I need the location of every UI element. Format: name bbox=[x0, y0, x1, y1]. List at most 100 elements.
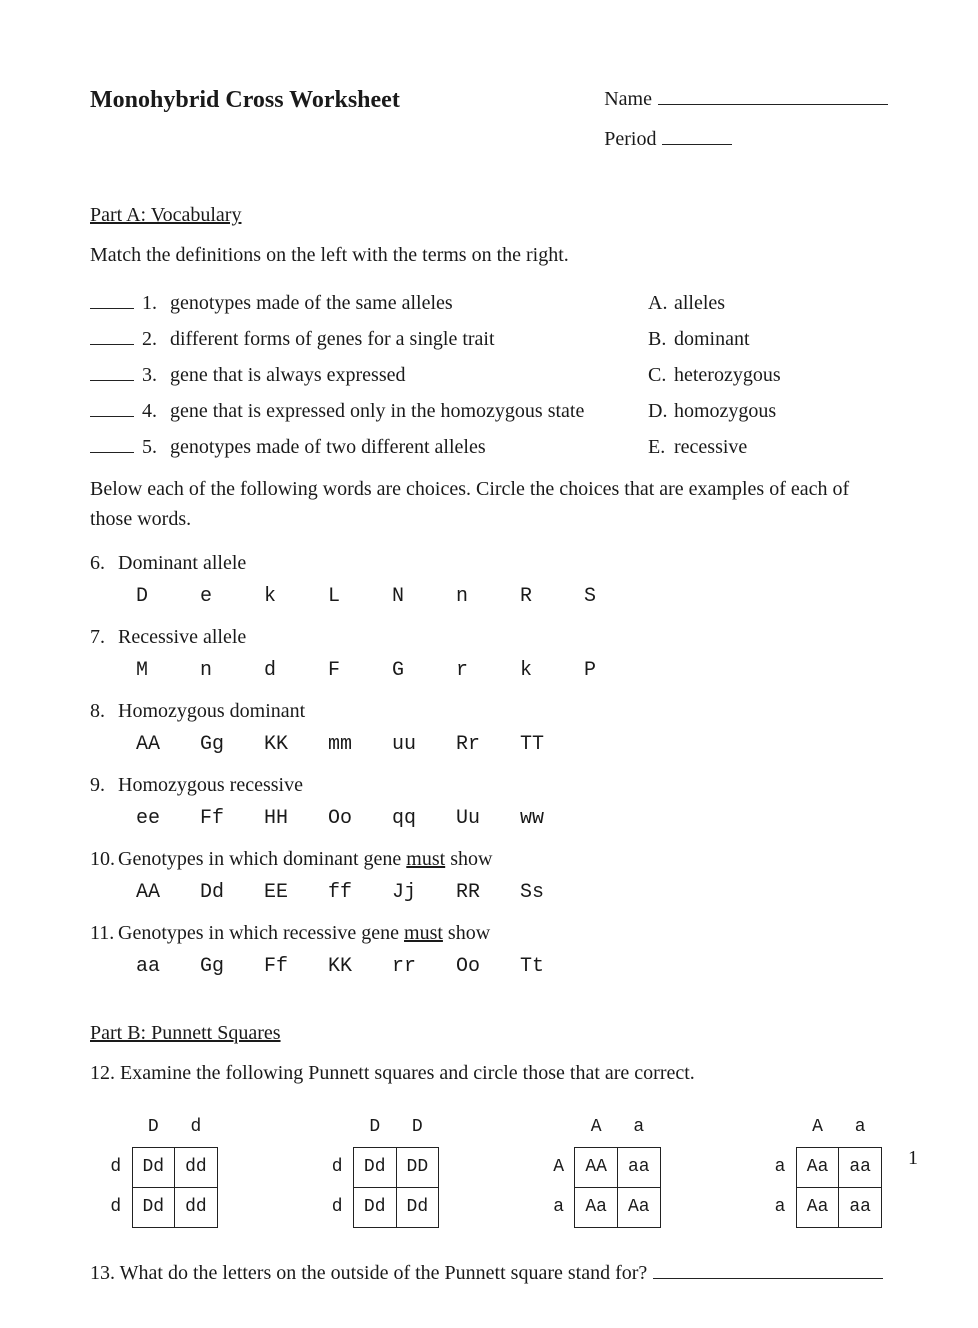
definition-number: 4. bbox=[142, 396, 160, 426]
term-letter: C. bbox=[648, 360, 674, 390]
choice-option[interactable]: n bbox=[456, 582, 482, 612]
punnett-side-allele: a bbox=[760, 1188, 796, 1228]
choice-option[interactable]: M bbox=[136, 656, 162, 686]
definition-number: 2. bbox=[142, 324, 160, 354]
punnett-cell: DD bbox=[396, 1148, 439, 1188]
choices-row: De k L Nn R S bbox=[136, 582, 888, 612]
term-text: alleles bbox=[674, 292, 725, 314]
definition-row: 4. gene that is expressed only in the hom… bbox=[90, 396, 648, 426]
punnett-side-allele: a bbox=[539, 1188, 575, 1228]
period-blank[interactable] bbox=[662, 144, 732, 145]
choice-option[interactable]: k bbox=[264, 582, 290, 612]
choice-option[interactable]: P bbox=[584, 656, 610, 686]
choice-option[interactable]: uu bbox=[392, 730, 418, 760]
punnett-cell: Dd bbox=[132, 1188, 175, 1228]
choice-option[interactable]: Oo bbox=[328, 804, 354, 834]
punnett-square[interactable]: DddDddddDddd bbox=[96, 1108, 218, 1228]
choice-option[interactable]: EE bbox=[264, 878, 290, 908]
question-text: Dominant allele bbox=[118, 552, 246, 574]
punnett-top-allele: d bbox=[175, 1108, 218, 1148]
choice-option[interactable]: N bbox=[392, 582, 418, 612]
choice-option[interactable]: ee bbox=[136, 804, 162, 834]
definition-answer-blank[interactable] bbox=[90, 380, 134, 381]
question-line: 8.Homozygous dominant bbox=[90, 696, 888, 726]
choice-option[interactable]: TT bbox=[520, 730, 546, 760]
choice-option[interactable]: aa bbox=[136, 952, 162, 982]
choice-option[interactable]: rr bbox=[392, 952, 418, 982]
part-a-title: Part A: Vocabulary bbox=[90, 200, 888, 230]
choice-option[interactable]: Uu bbox=[456, 804, 482, 834]
choice-option[interactable]: ww bbox=[520, 804, 546, 834]
term-row: B.dominant bbox=[648, 324, 888, 354]
choice-option[interactable]: r bbox=[456, 656, 482, 686]
term-text: homozygous bbox=[674, 400, 776, 422]
terms-list: A.allelesB.dominantC.heterozygousD.homoz… bbox=[648, 282, 888, 468]
choice-option[interactable]: S bbox=[584, 582, 610, 612]
term-row: D.homozygous bbox=[648, 396, 888, 426]
choices-row: AA Dd EE ff Jj RR Ss bbox=[136, 878, 888, 908]
punnett-square[interactable]: AaAAAaaaAaAa bbox=[539, 1108, 661, 1228]
punnett-square[interactable]: DDdDdDDdDdDd bbox=[317, 1108, 439, 1228]
term-text: dominant bbox=[674, 328, 750, 350]
term-letter: A. bbox=[648, 288, 674, 318]
term-row: E.recessive bbox=[648, 432, 888, 462]
term-text: recessive bbox=[674, 436, 747, 458]
q13-blank[interactable] bbox=[653, 1278, 883, 1279]
choice-option[interactable]: d bbox=[264, 656, 290, 686]
choice-option[interactable]: Rr bbox=[456, 730, 482, 760]
choice-option[interactable]: n bbox=[200, 656, 226, 686]
term-text: heterozygous bbox=[674, 364, 781, 386]
definition-row: 2.different forms of genes for a single … bbox=[90, 324, 648, 354]
choice-option[interactable]: RR bbox=[456, 878, 482, 908]
punnett-side-allele: d bbox=[317, 1188, 353, 1228]
choice-option[interactable]: AA bbox=[136, 878, 162, 908]
choice-option[interactable]: Gg bbox=[200, 730, 226, 760]
definition-answer-blank[interactable] bbox=[90, 416, 134, 417]
punnett-cell: aa bbox=[617, 1148, 660, 1188]
punnett-top-allele: D bbox=[132, 1108, 175, 1148]
choice-option[interactable]: HH bbox=[264, 804, 290, 834]
choice-option[interactable]: F bbox=[328, 656, 354, 686]
choice-option[interactable]: KK bbox=[328, 952, 354, 982]
choice-option[interactable]: AA bbox=[136, 730, 162, 760]
punnett-cell: AA bbox=[575, 1148, 618, 1188]
punnett-side-allele: d bbox=[96, 1148, 132, 1188]
choice-option[interactable]: R bbox=[520, 582, 546, 612]
worksheet-title: Monohybrid Cross Worksheet bbox=[90, 82, 400, 118]
choice-option[interactable]: Ff bbox=[264, 952, 290, 982]
choice-option[interactable]: G bbox=[392, 656, 418, 686]
punnett-side-allele: d bbox=[96, 1188, 132, 1228]
question-text: Recessive allele bbox=[118, 626, 246, 648]
definition-text: gene that is expressed only in the homoz… bbox=[170, 396, 584, 426]
choice-option[interactable]: Gg bbox=[200, 952, 226, 982]
definition-answer-blank[interactable] bbox=[90, 344, 134, 345]
choice-option[interactable]: k bbox=[520, 656, 546, 686]
punnett-side-allele: A bbox=[539, 1148, 575, 1188]
choice-option[interactable]: mm bbox=[328, 730, 354, 760]
choice-option[interactable]: Oo bbox=[456, 952, 482, 982]
choice-option[interactable]: e bbox=[200, 582, 226, 612]
choice-option[interactable]: qq bbox=[392, 804, 418, 834]
definition-answer-blank[interactable] bbox=[90, 308, 134, 309]
choice-option[interactable]: D bbox=[136, 582, 162, 612]
term-row: C.heterozygous bbox=[648, 360, 888, 390]
choice-option[interactable]: L bbox=[328, 582, 354, 612]
choice-option[interactable]: ff bbox=[328, 878, 354, 908]
choice-option[interactable]: Ff bbox=[200, 804, 226, 834]
choice-option[interactable]: Jj bbox=[392, 878, 418, 908]
definition-row: 1.genotypes made of the same alleles bbox=[90, 288, 648, 318]
choice-option[interactable]: Tt bbox=[520, 952, 546, 982]
part-b-title: Part B: Punnett Squares bbox=[90, 1018, 888, 1048]
definition-answer-blank[interactable] bbox=[90, 452, 134, 453]
question-number: 11. bbox=[90, 918, 118, 948]
name-blank[interactable] bbox=[658, 104, 888, 105]
question-number: 6. bbox=[90, 548, 118, 578]
punnett-top-allele: a bbox=[839, 1108, 882, 1148]
punnett-cell: Aa bbox=[617, 1188, 660, 1228]
choice-option[interactable]: Ss bbox=[520, 878, 546, 908]
punnett-cell: dd bbox=[175, 1188, 218, 1228]
term-letter: B. bbox=[648, 324, 674, 354]
choice-option[interactable]: KK bbox=[264, 730, 290, 760]
punnett-square[interactable]: AaaAaaaaAaaa bbox=[760, 1108, 882, 1228]
choice-option[interactable]: Dd bbox=[200, 878, 226, 908]
